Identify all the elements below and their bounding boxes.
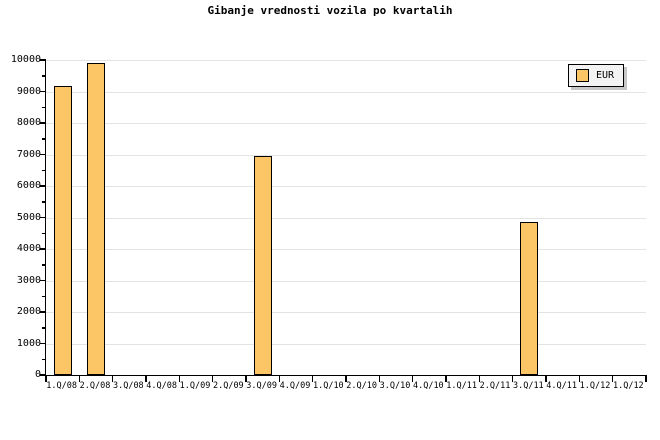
gridline bbox=[46, 343, 646, 345]
legend-swatch-eur bbox=[576, 69, 589, 82]
x-axis-tick bbox=[345, 375, 347, 382]
y-axis-tick bbox=[40, 374, 46, 376]
y-axis-tick bbox=[40, 185, 46, 187]
gridline bbox=[46, 312, 646, 313]
y-axis-tick bbox=[40, 342, 46, 345]
y-axis-tick-label: 8000 bbox=[16, 117, 41, 128]
y-axis-tick bbox=[40, 279, 46, 282]
x-axis-tick bbox=[611, 375, 614, 382]
chart-legend: EUR bbox=[568, 64, 625, 87]
y-axis-tick-label: 4000 bbox=[16, 243, 41, 254]
x-axis-tick-label: 4.Q/08 bbox=[146, 381, 178, 391]
gridline bbox=[46, 91, 646, 93]
y-axis-tick-label: 10000 bbox=[10, 54, 41, 65]
y-axis-tick-label: 6000 bbox=[16, 180, 41, 191]
y-axis-minor-tick bbox=[42, 264, 46, 266]
bar bbox=[87, 63, 105, 375]
y-axis-tick bbox=[40, 216, 46, 219]
x-axis-tick-label: 4.Q/09 bbox=[279, 381, 311, 391]
x-axis-tick bbox=[545, 375, 547, 382]
y-axis-minor-tick bbox=[42, 138, 46, 140]
y-axis-minor-tick bbox=[42, 106, 46, 108]
x-axis-tick bbox=[245, 375, 247, 382]
y-axis-tick-label: 3000 bbox=[16, 274, 41, 286]
x-axis-tick-label: 4.Q/11 bbox=[546, 381, 578, 391]
x-axis-tick bbox=[645, 375, 647, 382]
x-axis-tick-label: 1.Q/10 bbox=[312, 381, 344, 391]
y-axis-minor-tick bbox=[42, 358, 46, 360]
x-axis-tick-label: 3.Q/11 bbox=[512, 381, 544, 391]
x-axis-tick bbox=[45, 375, 47, 382]
bar bbox=[520, 221, 539, 375]
y-axis-tick-label: 5000 bbox=[16, 211, 41, 223]
x-axis-tick bbox=[278, 375, 281, 382]
gridline bbox=[46, 249, 646, 250]
y-axis-tick bbox=[40, 153, 46, 156]
x-axis-tick-label: 2.Q/11 bbox=[479, 381, 511, 391]
y-axis-tick-label: 7000 bbox=[16, 148, 41, 160]
x-axis-tick bbox=[445, 375, 447, 382]
x-axis-tick-label: 1.Q/12 bbox=[612, 381, 644, 391]
y-axis-minor-tick bbox=[42, 232, 46, 234]
x-axis-tick-label: 3.Q/09 bbox=[246, 381, 278, 391]
y-axis-tick bbox=[40, 122, 46, 124]
y-axis-tick-label: 9000 bbox=[16, 85, 41, 97]
gridline bbox=[46, 60, 646, 61]
y-axis-tick bbox=[40, 311, 46, 313]
plot-area bbox=[40, 59, 647, 382]
y-axis-tick bbox=[40, 248, 46, 250]
x-axis-tick bbox=[378, 375, 381, 382]
x-axis-tick bbox=[478, 375, 481, 382]
x-axis-tick-label: 2.Q/09 bbox=[212, 381, 244, 391]
x-axis-tick-label: 3.Q/08 bbox=[112, 381, 144, 391]
x-axis-tick bbox=[578, 375, 581, 382]
y-axis-minor-tick bbox=[42, 295, 46, 297]
y-axis-tick-label: 2000 bbox=[16, 306, 41, 317]
y-axis-tick bbox=[40, 90, 46, 93]
y-axis-tick bbox=[40, 59, 46, 61]
gridline bbox=[46, 280, 646, 282]
x-axis-tick bbox=[411, 375, 414, 382]
x-axis-tick bbox=[145, 375, 147, 382]
y-axis-minor-tick bbox=[42, 201, 46, 203]
bar bbox=[253, 156, 272, 375]
x-axis-tick bbox=[311, 375, 314, 382]
x-axis-tick bbox=[111, 375, 114, 382]
x-axis-tick-label: 1.Q/11 bbox=[446, 381, 478, 391]
y-axis-minor-tick bbox=[42, 75, 46, 77]
y-axis-tick-label: 0 bbox=[34, 369, 41, 380]
x-axis-tick bbox=[211, 375, 214, 382]
gridline bbox=[46, 123, 646, 124]
chart-title: Gibanje vrednosti vozila po kvartalih bbox=[207, 4, 453, 17]
x-axis-tick-label: 1.Q/09 bbox=[179, 381, 211, 391]
gridline bbox=[46, 154, 646, 156]
gridline bbox=[46, 186, 646, 187]
x-axis-tick-label: 1.Q/12 bbox=[579, 381, 611, 391]
y-axis-tick-label: 1000 bbox=[16, 337, 41, 349]
legend-label-eur: EUR bbox=[596, 69, 615, 81]
x-axis-tick bbox=[178, 375, 181, 382]
y-axis-minor-tick bbox=[42, 327, 46, 329]
x-axis-tick bbox=[511, 375, 514, 382]
bar bbox=[53, 86, 72, 375]
x-axis-tick-label: 4.Q/10 bbox=[412, 381, 444, 391]
x-axis-tick-label: 2.Q/08 bbox=[79, 381, 111, 391]
x-axis-tick-label: 2.Q/10 bbox=[346, 381, 378, 391]
x-axis-tick bbox=[78, 375, 81, 382]
y-axis-minor-tick bbox=[42, 169, 46, 171]
x-axis-tick-label: 1.Q/08 bbox=[46, 381, 78, 391]
gridline bbox=[46, 217, 646, 219]
x-axis-tick-label: 3.Q/10 bbox=[379, 381, 411, 391]
